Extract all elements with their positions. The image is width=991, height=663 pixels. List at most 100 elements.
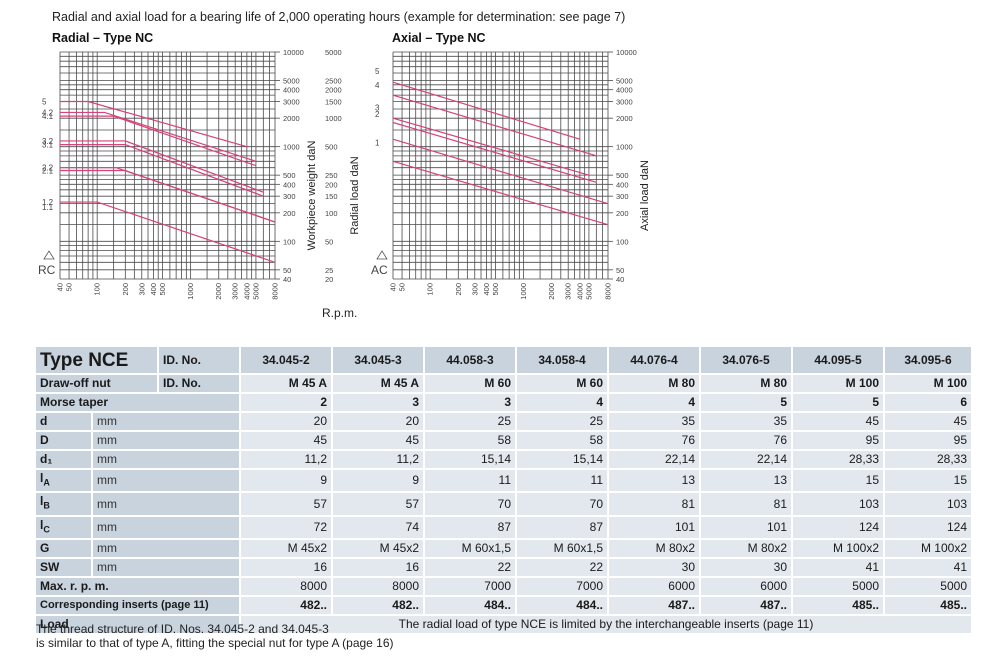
- table-cell: M 45 A: [332, 374, 425, 394]
- row-label: d₁: [36, 450, 93, 470]
- table-cell: M 100x2: [884, 539, 973, 560]
- x-tick-label: 5000: [251, 283, 260, 300]
- series-line-3: [60, 115, 257, 167]
- id-number-header: 34.058-4: [516, 347, 609, 375]
- table-cell: M 80: [700, 374, 793, 394]
- table-cell: 3: [424, 393, 517, 413]
- table-cell: 30: [700, 558, 793, 579]
- y-right2-axis-label: Radial load daN: [349, 156, 361, 234]
- x-tick-label: 50: [398, 283, 407, 291]
- table-cell: 76: [608, 431, 701, 451]
- row-unit: mm: [92, 412, 241, 432]
- row-label: d: [36, 412, 93, 432]
- spec-table: Type NCE ID. No. 34.045-2 34.045-3 44.058-3 3…: [36, 347, 973, 636]
- table-row: lA mm 9 9 11 11 13 13 15 15: [36, 469, 973, 494]
- series-line-5: [60, 144, 264, 197]
- table-row: Morse taper 2 3 3 4 4 5 5 6: [36, 393, 973, 413]
- y-right2-tick-label: 1000: [325, 114, 342, 123]
- y-right2-tick-label: 200: [325, 180, 338, 189]
- table-cell: 482..: [240, 596, 333, 617]
- id-number-header: 34.045-3: [332, 347, 425, 375]
- table-cell: M 100: [884, 374, 973, 394]
- y-right2-tick-label: 20: [325, 275, 333, 284]
- table-cell: 11: [516, 469, 609, 494]
- table-cell: 30: [608, 558, 701, 579]
- table-cell: M 80: [608, 374, 701, 394]
- y-left-tick-label: 1.1: [42, 203, 54, 212]
- footnote-line-2: is similar to that of type A, fitting th…: [36, 636, 394, 650]
- y-right-tick-label: 10000: [616, 48, 637, 57]
- table-cell: M 80x2: [700, 539, 793, 560]
- table-cell: 6: [884, 393, 973, 413]
- table-cell: 45: [792, 412, 885, 432]
- table-cell: 16: [332, 558, 425, 579]
- x-tick-label: 2000: [547, 283, 556, 300]
- table-cell: 16: [240, 558, 333, 579]
- x-tick-label: 8000: [604, 283, 613, 300]
- table-cell: 7000: [516, 577, 609, 598]
- series-line-8: [60, 201, 276, 263]
- y-right2-tick-label: 50: [325, 237, 333, 246]
- x-tick-label: 300: [137, 283, 146, 296]
- load-row: Load The radial load of type NCE is limit…: [36, 615, 973, 636]
- row-unit: mm: [92, 469, 241, 494]
- x-tick-label: 4000: [575, 283, 584, 300]
- table-cell: M 100: [792, 374, 885, 394]
- table-cell: 87: [516, 515, 609, 541]
- y-right-tick-label: 40: [616, 275, 624, 284]
- table-cell: M 60x1,5: [424, 539, 517, 560]
- table-row: lB mm 57 57 70 70 81 81 103 103: [36, 492, 973, 517]
- table-cell: 70: [424, 492, 517, 517]
- id-number-header: 44.058-3: [424, 347, 517, 375]
- table-cell: 11: [424, 469, 517, 494]
- corner-label: AC: [371, 263, 388, 277]
- footnote-line-1: The thread structure of ID. Nos. 34.045-…: [36, 622, 329, 636]
- table-cell: 5: [700, 393, 793, 413]
- row-label: Corresponding inserts (page 11): [36, 596, 241, 617]
- row-label: D: [36, 431, 93, 451]
- y-right-tick-label: 500: [616, 171, 629, 180]
- y-right2-tick-label: 1500: [325, 97, 342, 106]
- y-right-tick-label: 5000: [616, 76, 633, 85]
- row-label: Draw-off nut: [36, 374, 159, 394]
- y-left-tick-label: 4.1: [42, 112, 54, 121]
- table-row: d mm 20 20 25 25 35 35 45 45: [36, 412, 973, 432]
- y-right2-tick-label: 500: [325, 143, 338, 152]
- y-left-tick-label: 3.2: [42, 137, 54, 146]
- table-cell: 5000: [792, 577, 885, 598]
- row-unit: mm: [92, 492, 241, 517]
- table-cell: 81: [700, 492, 793, 517]
- x-tick-label: 8000: [271, 283, 280, 300]
- table-cell: 45: [332, 431, 425, 451]
- table-cell: 28,33: [884, 450, 973, 470]
- table-cell: 487..: [608, 596, 701, 617]
- row-unit: ID. No.: [158, 374, 241, 394]
- corner-triangle-icon: [376, 250, 388, 260]
- table-cell: 15: [792, 469, 885, 494]
- rpm-axis-label: R.p.m.: [322, 306, 358, 320]
- table-cell: 8000: [240, 577, 333, 598]
- x-tick-label: 1000: [186, 283, 195, 300]
- table-cell: 101: [608, 515, 701, 541]
- table-cell: 124: [884, 515, 973, 541]
- series-line-3: [392, 117, 590, 176]
- y-right2-tick-label: 2500: [325, 76, 342, 85]
- table-cell: 487..: [700, 596, 793, 617]
- row-unit: mm: [92, 450, 241, 470]
- id-number-header: 34.076-5: [700, 347, 793, 375]
- x-tick-label: 500: [158, 283, 167, 296]
- x-tick-label: 4000: [242, 283, 251, 300]
- table-cell: 20: [332, 412, 425, 432]
- table-cell: M 45x2: [240, 539, 333, 560]
- series-line-4: [392, 121, 597, 183]
- y-right-tick-label: 2000: [283, 114, 300, 123]
- row-unit: mm: [92, 539, 241, 560]
- table-header-row: Type NCE ID. No. 34.045-2 34.045-3 44.058-3 3…: [36, 347, 973, 375]
- series-line-2: [392, 94, 597, 157]
- table-cell: 87: [424, 515, 517, 541]
- table-cell: 25: [424, 412, 517, 432]
- id-number-header: 34.095-6: [884, 347, 973, 375]
